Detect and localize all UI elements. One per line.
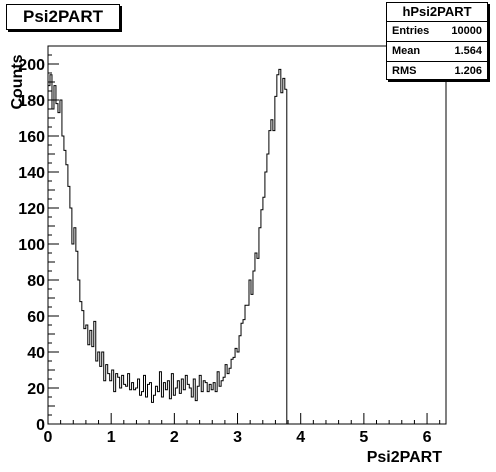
y-tick-label: 200: [18, 57, 45, 74]
x-tick-label: 2: [170, 429, 179, 446]
stats-label: Mean: [392, 45, 421, 57]
y-tick-label: 140: [18, 165, 45, 182]
x-tick-label: 1: [107, 429, 116, 446]
stats-value: 1.206: [454, 65, 482, 77]
histogram-series: [47, 68, 287, 424]
axis-ticks: [47, 45, 441, 425]
stats-title: hPsi2PART: [387, 3, 487, 22]
stats-value: 10000: [451, 25, 482, 37]
x-tick-label: 3: [233, 429, 242, 446]
x-tick-label: 4: [296, 429, 305, 446]
x-tick-label: 0: [44, 429, 53, 446]
y-tick-label: 40: [27, 345, 45, 362]
y-tick-label: 20: [27, 381, 45, 398]
y-axis-title: Counts: [9, 54, 26, 109]
y-tick-label: 120: [18, 201, 45, 218]
stats-box: hPsi2PART Entries 10000 Mean 1.564 RMS 1…: [386, 2, 488, 80]
y-tick-label: 60: [27, 309, 45, 326]
stats-row-entries: Entries 10000: [387, 22, 487, 42]
y-tick-label: 80: [27, 273, 45, 290]
stats-row-mean: Mean 1.564: [387, 42, 487, 62]
stats-label: Entries: [392, 25, 430, 37]
stats-label: RMS: [392, 65, 417, 77]
x-tick-label: 5: [359, 429, 368, 446]
y-tick-label: 180: [18, 93, 45, 110]
histogram-title: Psi2PART: [6, 4, 120, 30]
y-tick-label: 100: [18, 237, 45, 254]
y-tick-label: 160: [18, 129, 45, 146]
x-tick-label: 6: [423, 429, 432, 446]
stats-value: 1.564: [454, 45, 482, 57]
stats-row-rms: RMS 1.206: [387, 62, 487, 81]
x-axis-title: Psi2PART: [367, 449, 443, 466]
y-tick-label: 0: [36, 417, 45, 434]
